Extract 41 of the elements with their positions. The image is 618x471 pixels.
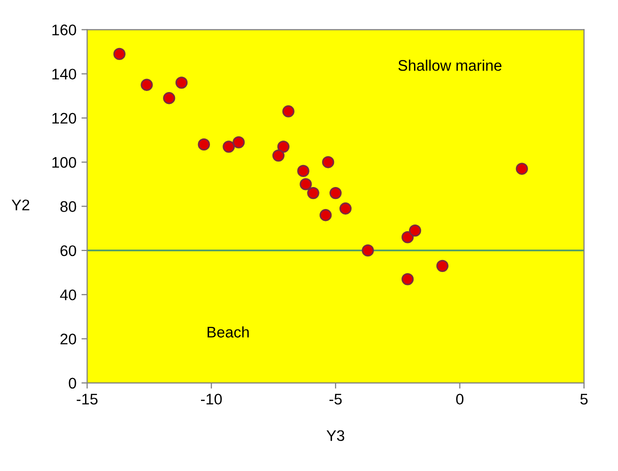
annotation: Beach xyxy=(208,326,249,338)
point xyxy=(516,162,528,175)
x-tick-label: -15 xyxy=(76,394,98,405)
point xyxy=(297,164,310,178)
x-tick-label: -5 xyxy=(329,394,342,405)
point xyxy=(436,260,448,272)
x-tick-label: 5 xyxy=(580,394,588,405)
point xyxy=(409,224,422,237)
x-axis-title: Y3 xyxy=(326,430,344,442)
point xyxy=(362,244,374,257)
y-tick-label: 140 xyxy=(52,68,76,80)
point xyxy=(222,140,235,153)
point xyxy=(232,136,245,148)
x-tick-label: -10 xyxy=(200,394,222,405)
y-axis-title: Y2 xyxy=(12,200,30,210)
y-tick-label: 20 xyxy=(60,334,76,344)
y-tick-label: 160 xyxy=(52,24,76,36)
point xyxy=(402,273,414,286)
point xyxy=(140,78,153,91)
point xyxy=(113,48,126,60)
point xyxy=(198,138,210,151)
point xyxy=(300,178,312,190)
point xyxy=(320,209,332,222)
point xyxy=(272,149,285,162)
y-tick-label: 80 xyxy=(60,201,76,212)
y-tick-label: 120 xyxy=(52,112,76,124)
point xyxy=(277,140,290,153)
point xyxy=(307,186,320,200)
y-tick-label: 40 xyxy=(60,289,76,300)
point xyxy=(163,92,176,104)
point xyxy=(322,156,334,168)
y-tick-label: 0 xyxy=(68,378,76,389)
point xyxy=(282,105,294,118)
annotation: Shallow marine xyxy=(398,60,502,71)
point xyxy=(175,76,188,89)
point xyxy=(330,186,342,200)
y-tick-label: 60 xyxy=(60,245,76,256)
x-tick-label: 0 xyxy=(456,394,464,405)
point xyxy=(402,231,414,244)
point xyxy=(339,202,352,215)
y-tick-label: 100 xyxy=(52,157,76,168)
